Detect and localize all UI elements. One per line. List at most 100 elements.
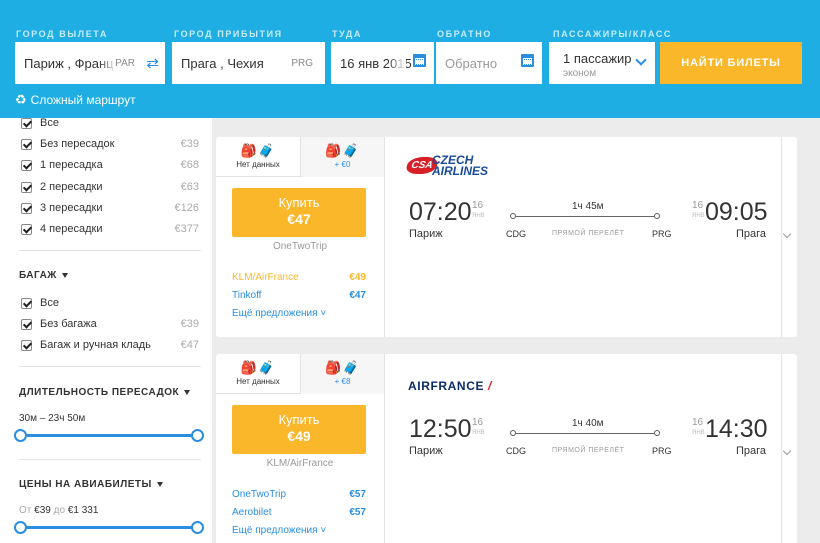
offer-agent: KLM/AirFrance [232,272,299,283]
complex-route-link[interactable]: ♻ Сложный маршрут [15,92,136,108]
filter-stops-2[interactable]: 2 пересадки €63 [21,179,199,195]
buy-price: €49 [287,428,311,444]
departure-city: Париж [409,228,443,240]
baggage-tabs: 🎒🧳 Нет данных 🎒🧳 + €0 [216,137,384,177]
arrival-airport: PRG [652,446,672,456]
checkbox-icon[interactable] [21,318,32,330]
offer-row[interactable]: KLM/AirFrance €49 [232,272,366,283]
tab-label: Нет данных [236,377,280,386]
tab-no-baggage[interactable]: 🎒🧳 Нет данных [216,137,300,177]
tab-with-baggage[interactable]: 🎒🧳 + €0 [300,137,384,177]
direct-flight-label: ПРЯМОЙ ПЕРЕЛЁТ [552,447,625,454]
filter-label: Багаж и ручная кладь [40,339,151,351]
filter-stops-direct[interactable]: Без пересадок €39 [21,136,199,152]
filter-baggage-all[interactable]: Все [21,295,199,311]
checkbox-icon[interactable] [21,297,32,309]
filter-label: Все [40,117,59,129]
filter-label: 2 пересадки [40,181,103,193]
arrival-month: ЯНВ [692,213,705,219]
baggage-filter-title[interactable]: БАГАЖ [19,270,68,281]
arrival-city: Прага [736,445,767,457]
buy-button[interactable]: Купить €47 [232,188,366,237]
filter-stops-1[interactable]: 1 пересадка €68 [21,157,199,173]
arrival-time: 14:30 [705,415,768,443]
departure-time: 07:20 [409,198,472,226]
search-header: ГОРОД ВЫЛЕТА ГОРОД ПРИБЫТИЯ ТУДА ОБРАТНО… [0,0,820,118]
checkbox-icon[interactable] [21,202,32,214]
filter-baggage-none[interactable]: Без багажа €39 [21,316,199,332]
tab-label: + €0 [334,160,351,169]
airline-logo: AIRFRANCE / [408,379,492,393]
direct-flight-label: ПРЯМОЙ ПЕРЕЛЁТ [552,230,625,237]
airline-wordmark: AIRFRANCE [408,379,485,393]
layover-slider[interactable] [14,429,204,442]
passengers-field[interactable]: 1 пассажир эконом [549,42,655,84]
to-field[interactable]: Прага , Чехия PRG [172,42,325,84]
swap-icon[interactable]: ⇄ [146,55,159,72]
arrival-airport: PRG [652,229,672,239]
filter-stops-4[interactable]: 4 пересадки €377 [21,221,199,237]
price-filter-title[interactable]: ЦЕНЫ НА АВИАБИЛЕТЫ [19,479,163,490]
pax-class: эконом [563,68,597,79]
checkbox-icon[interactable] [21,339,32,351]
more-offers-link[interactable]: Ещё предложения ˅ [232,308,326,319]
calendar-icon[interactable] [521,54,534,67]
slider-handle-max[interactable] [191,521,204,534]
calendar-icon[interactable] [413,54,426,67]
slider-handle-min[interactable] [14,521,27,534]
offer-row[interactable]: OneTwoTrip €57 [232,489,366,500]
filter-baggage-full[interactable]: Багаж и ручная кладь €47 [21,337,199,353]
price-slider[interactable] [14,521,204,534]
filter-stops-all[interactable]: Все [21,115,199,131]
more-label: Ещё предложения [232,308,318,319]
route-line [516,216,654,217]
pax-value: 1 пассажир [563,51,632,66]
depart-date-field[interactable]: 16 янв 2015 [331,42,434,84]
offer-price: €47 [349,290,366,301]
filter-stops-3[interactable]: 3 пересадки €126 [21,200,199,216]
to-label: ГОРОД ПРИБЫТИЯ [174,29,283,39]
route-dot [510,213,516,219]
departure-city: Париж [409,445,443,457]
offer-price: €49 [349,272,366,283]
hand-luggage-icon: 🎒🧳 [240,360,276,375]
chevron-down-icon[interactable] [782,446,792,456]
slider-handle-min[interactable] [14,429,27,442]
chevron-down-icon[interactable] [782,229,792,239]
airline-wordmark: CZECH AIRLINES [432,154,488,177]
luggage-icon: 🎒🧳 [325,360,360,375]
departure-month: ЯНВ [472,430,485,436]
checkbox-icon[interactable] [21,181,32,193]
filter-label: 1 пересадка [40,159,103,171]
chevron-down-icon: ˅ [320,308,327,319]
layover-filter-title[interactable]: ДЛИТЕЛЬНОСТЬ ПЕРЕСАДОК [19,387,191,398]
buy-button[interactable]: Купить €49 [232,405,366,454]
section-label: ДЛИТЕЛЬНОСТЬ ПЕРЕСАДОК [19,387,180,398]
result-card: 🎒🧳 Нет данных 🎒🧳 + €8 Купить €49 KLM/Air… [216,354,797,543]
departure-time: 12:50 [409,415,472,443]
from-field[interactable]: Париж , Франция PAR ⇄ [15,42,165,84]
search-button[interactable]: НАЙТИ БИЛЕТЫ [660,42,802,84]
filters-sidebar: Все Без пересадок €39 1 пересадка €68 2 … [0,115,212,543]
return-label: ОБРАТНО [437,29,492,39]
departure-month: ЯНВ [472,213,485,219]
slider-handle-max[interactable] [191,429,204,442]
route-dot [654,430,660,436]
tab-with-baggage[interactable]: 🎒🧳 + €8 [300,354,384,394]
more-offers-link[interactable]: Ещё предложения ˅ [232,525,326,536]
filter-label: Без пересадок [40,138,115,150]
checkbox-icon[interactable] [21,138,32,150]
checkbox-icon[interactable] [21,223,32,235]
offer-agent: Tinkoff [232,290,262,301]
triangle-down-icon [61,272,68,278]
agent-name: OneTwoTrip [272,241,328,252]
offer-row[interactable]: Aerobilet €57 [232,507,366,518]
offer-row[interactable]: Tinkoff €47 [232,290,366,301]
route-dot [654,213,660,219]
return-date-field[interactable]: Обратно [436,42,542,84]
tab-no-baggage[interactable]: 🎒🧳 Нет данных [216,354,300,394]
offer-agent: OneTwoTrip [232,489,287,500]
checkbox-icon[interactable] [21,159,32,171]
checkbox-icon[interactable] [21,117,32,129]
return-placeholder: Обратно [445,55,498,71]
